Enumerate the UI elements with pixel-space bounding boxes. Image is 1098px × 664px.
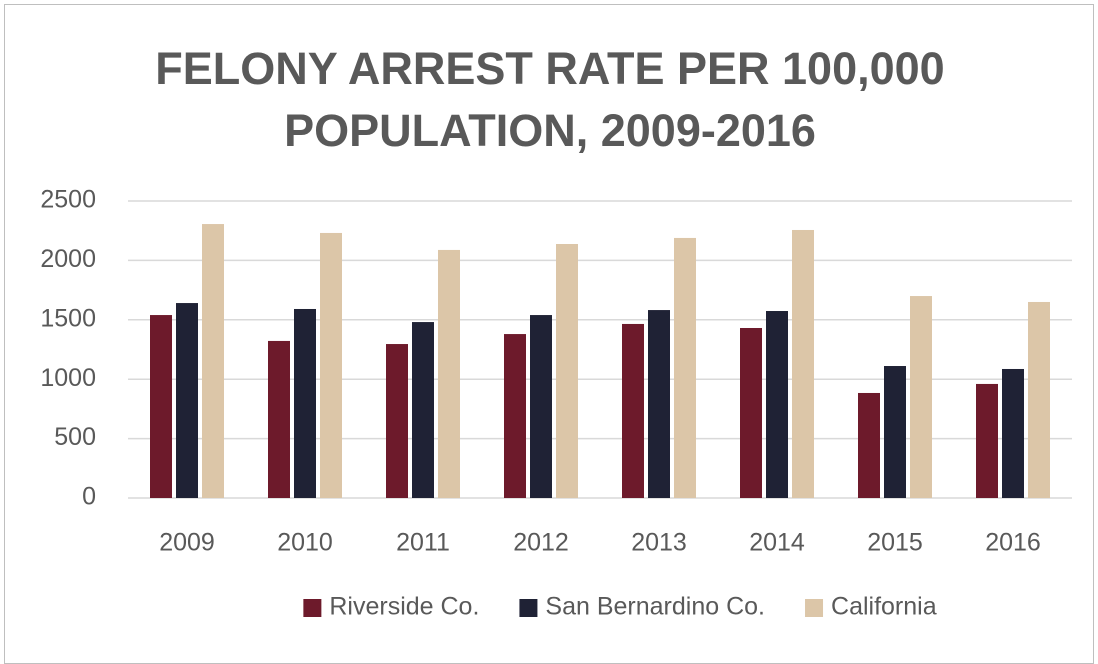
y-tick-label: 500	[54, 423, 96, 451]
legend-swatch	[519, 599, 538, 617]
bar	[150, 315, 172, 498]
chart-title: FELONY ARREST RATE PER 100,000 POPULATIO…	[155, 43, 945, 156]
bar	[740, 327, 762, 498]
y-tick-label: 0	[82, 483, 96, 511]
legend-label: San Bernardino Co.	[545, 593, 765, 621]
legend-label: Riverside Co.	[329, 593, 479, 621]
bar	[674, 237, 696, 499]
bar	[910, 296, 932, 498]
x-tick-label: 2013	[631, 529, 687, 557]
y-tick-label: 1000	[40, 364, 96, 392]
x-tick-label: 2010	[277, 529, 333, 557]
bar	[504, 334, 526, 498]
legend-swatch	[303, 599, 322, 617]
bar	[1028, 301, 1050, 498]
bar	[294, 308, 316, 498]
x-tick-label: 2011	[396, 529, 450, 557]
bar	[176, 303, 198, 498]
bar	[792, 229, 814, 499]
bar	[556, 244, 578, 498]
y-tick-label: 1500	[40, 304, 96, 332]
bar	[320, 232, 342, 498]
x-tick-label: 2009	[159, 529, 215, 557]
legend-swatch	[805, 599, 824, 617]
x-tick-label: 2016	[985, 529, 1041, 557]
bar	[884, 366, 906, 498]
bar	[766, 311, 788, 498]
bar	[648, 310, 670, 498]
y-tick-label: 2500	[40, 186, 96, 214]
x-tick-label: 2012	[513, 529, 569, 557]
bar	[1002, 368, 1024, 498]
bar	[976, 383, 998, 498]
bar	[438, 249, 460, 498]
bar	[858, 392, 880, 498]
bar	[412, 322, 434, 498]
x-tick-label: 2015	[867, 529, 923, 557]
bar	[386, 344, 408, 498]
bar	[622, 323, 644, 498]
legend-label: California	[831, 593, 937, 621]
bar	[202, 224, 224, 499]
y-tick-label: 2000	[40, 245, 96, 273]
bar	[268, 340, 290, 498]
x-tick-label: 2014	[749, 529, 805, 557]
bar	[530, 315, 552, 498]
